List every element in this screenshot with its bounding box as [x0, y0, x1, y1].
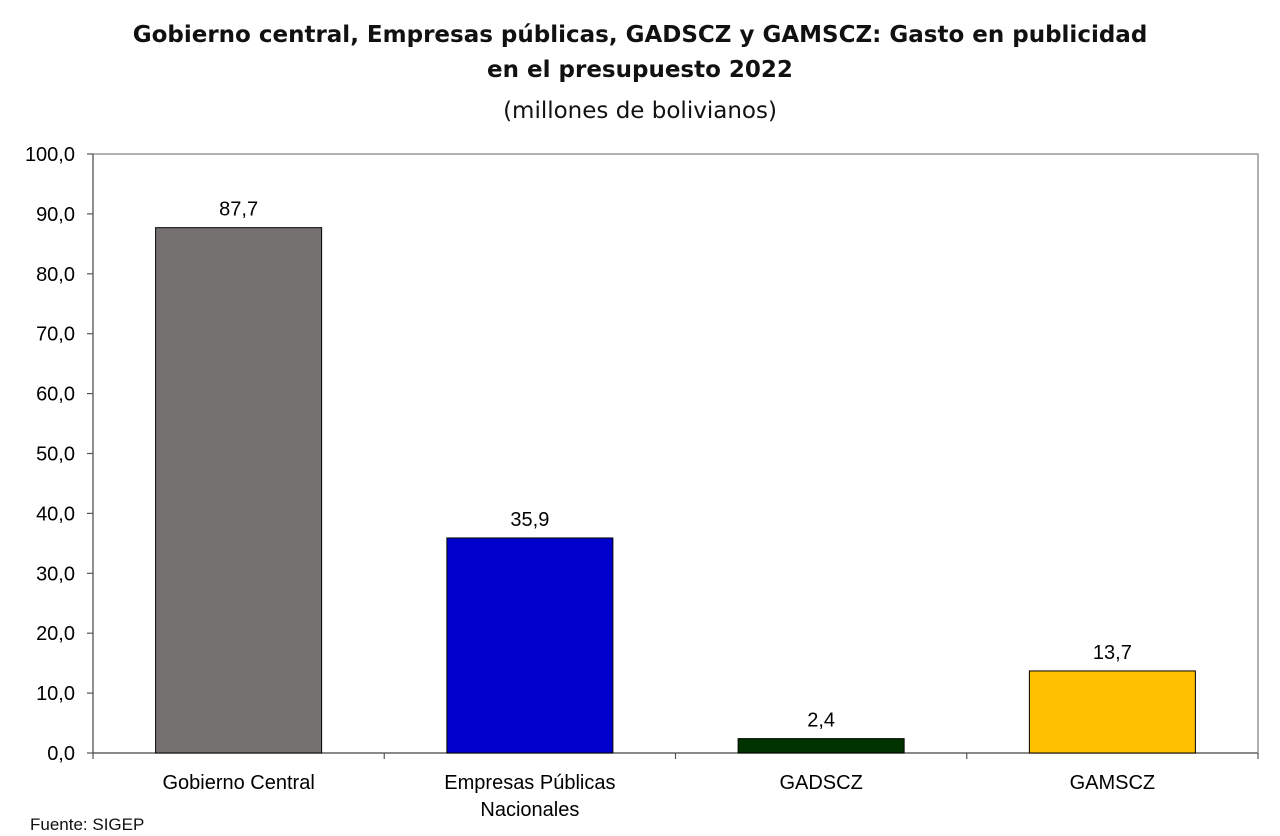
y-tick-label: 0,0	[47, 743, 75, 765]
data-label: 87,7	[219, 199, 258, 221]
chart-subtitle: (millones de bolivianos)	[503, 98, 777, 124]
y-tick-label: 40,0	[36, 503, 75, 525]
bar	[1028, 670, 1196, 754]
y-tick-label: 30,0	[36, 563, 75, 585]
y-tick-label: 100,0	[25, 144, 75, 166]
data-label: 35,9	[510, 509, 549, 531]
data-label: 2,4	[807, 710, 835, 732]
source-note: Fuente: SIGEP	[30, 815, 145, 834]
chart-title: Gobierno central, Empresas públicas, GAD…	[0, 18, 1280, 88]
x-tick-label: Empresas Públicas	[444, 772, 615, 794]
y-tick-label: 50,0	[36, 444, 75, 466]
y-tick-label: 60,0	[36, 384, 75, 406]
chart-title-line-1: Gobierno central, Empresas públicas, GAD…	[132, 22, 1148, 48]
chart-title-line-2: en el presupuesto 2022	[487, 57, 793, 83]
x-tick-label: Gobierno Central	[162, 772, 314, 794]
x-tick-label: GADSCZ	[779, 772, 862, 794]
bar	[737, 738, 905, 754]
x-tick-label: Nacionales	[480, 799, 579, 821]
x-tick-label: GAMSCZ	[1070, 772, 1156, 794]
y-tick-label: 70,0	[36, 324, 75, 346]
y-tick-label: 20,0	[36, 623, 75, 645]
y-tick-label: 90,0	[36, 204, 75, 226]
bar	[155, 227, 323, 754]
data-label: 13,7	[1093, 642, 1132, 664]
y-tick-label: 10,0	[36, 683, 75, 705]
bar	[446, 537, 614, 754]
y-tick-label: 80,0	[36, 264, 75, 286]
